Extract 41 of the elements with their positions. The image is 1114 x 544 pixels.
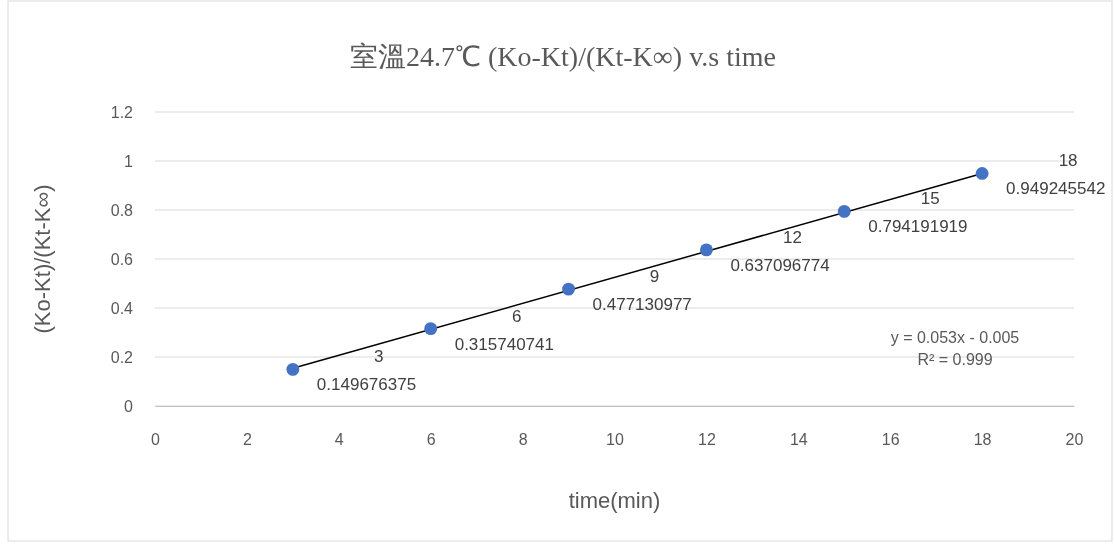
x-tick-label: 20 — [1065, 431, 1084, 449]
x-tick-label: 2 — [242, 431, 252, 449]
point — [424, 322, 438, 336]
x-tick-label: 10 — [606, 431, 624, 449]
y-tick-label: 0.6 — [110, 250, 134, 268]
x-tick-label: 0 — [151, 431, 161, 449]
x-tick-label: 12 — [698, 431, 716, 449]
data-label: 0.315740741 — [454, 334, 554, 354]
y-tick-label: 0.8 — [110, 201, 134, 219]
x-tick-label: 16 — [881, 431, 900, 449]
point — [699, 243, 713, 257]
annotation: 12 — [782, 227, 802, 247]
x-tick-label: 18 — [973, 431, 992, 449]
point — [975, 167, 989, 180]
y-tick-label: 1.2 — [110, 103, 134, 121]
x-tick-label: 8 — [518, 431, 528, 449]
annotation: R² = 0.999 — [917, 351, 993, 368]
annotation: 6 — [511, 306, 522, 326]
point — [286, 362, 300, 376]
annotation: 18 — [1058, 151, 1078, 171]
annotation: y = 0.053x - 0.005 — [890, 329, 1020, 346]
data-label: 0.794191919 — [868, 217, 968, 237]
point — [837, 205, 851, 218]
y-tick-label: 0 — [124, 397, 134, 415]
x-tick-label: 14 — [789, 431, 808, 449]
x-axis-title: time(min) — [568, 488, 661, 513]
y-tick-label: 0.2 — [110, 348, 134, 366]
annotation: 9 — [649, 267, 660, 287]
data-label: 0.477130977 — [592, 295, 692, 315]
y-tick-label: 1 — [124, 152, 134, 170]
x-tick-label: 4 — [334, 431, 344, 449]
y-axis-title: (Ko-Kt)/(Kt-K∞) — [30, 184, 55, 334]
chart-title: 室溫24.7℃ (Ko-Kt)/(Kt-K∞) v.s time — [350, 41, 776, 72]
annotation: 15 — [920, 189, 940, 209]
data-label: 0.149676375 — [316, 375, 417, 395]
data-label: 0.949245542 — [1006, 179, 1106, 199]
point — [562, 282, 575, 296]
annotation: 3 — [374, 347, 384, 367]
data-label: 0.637096774 — [730, 255, 830, 275]
x-tick-label: 6 — [426, 431, 436, 449]
y-tick-label: 0.4 — [110, 299, 134, 317]
